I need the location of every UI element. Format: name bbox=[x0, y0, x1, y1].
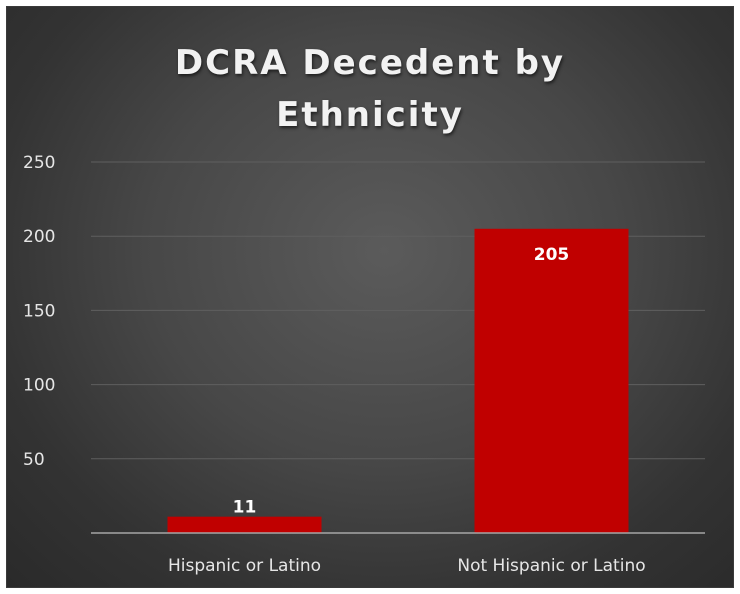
chart-area: DCRA Decedent by Ethnicity 50 100 150 200 25… bbox=[6, 6, 734, 588]
y-tick-label: 100 bbox=[23, 376, 55, 396]
data-label: 205 bbox=[534, 245, 570, 265]
bar bbox=[474, 228, 629, 533]
y-tick-label: 50 bbox=[23, 450, 45, 470]
bar-chart: 50 100 150 200 250 11 Hispanic or Latino 205 Not… bbox=[23, 153, 705, 576]
data-label: 11 bbox=[233, 498, 257, 518]
y-tick-label: 250 bbox=[23, 153, 55, 173]
x-tick-label: Not Hispanic or Latino bbox=[457, 556, 645, 576]
y-tick-label: 200 bbox=[23, 227, 55, 247]
bar bbox=[167, 516, 322, 533]
chart-title: DCRA Decedent by Ethnicity bbox=[174, 43, 566, 135]
x-tick-label: Hispanic or Latino bbox=[168, 556, 321, 576]
y-tick-label: 150 bbox=[23, 301, 55, 321]
